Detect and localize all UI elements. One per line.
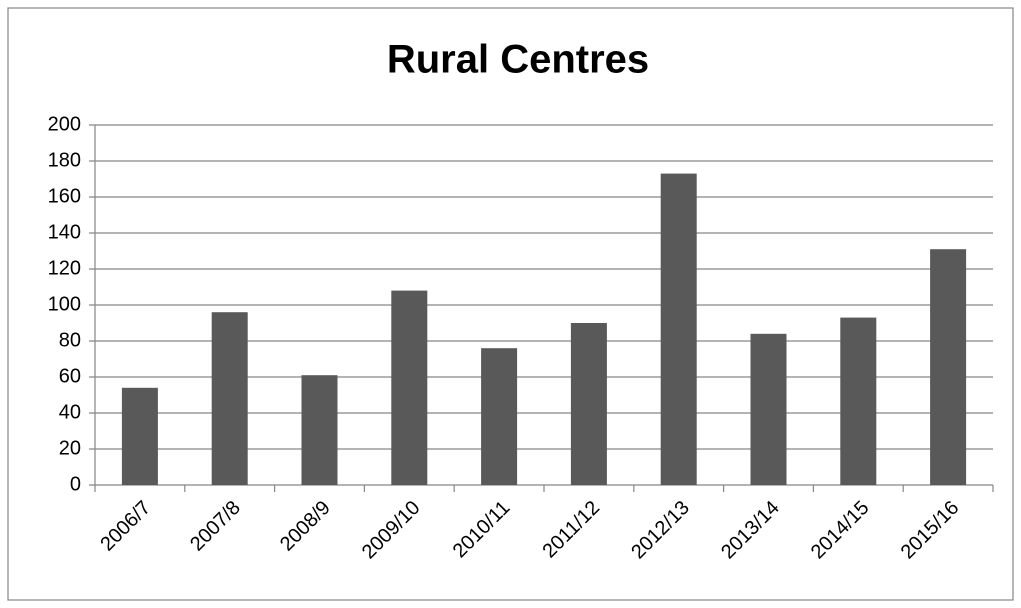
bar <box>121 387 158 485</box>
bar <box>750 333 787 485</box>
chart-border <box>7 7 1014 601</box>
y-tick-label: 0 <box>70 473 81 495</box>
y-tick-label: 60 <box>59 365 81 387</box>
y-tick-label: 140 <box>48 221 81 243</box>
y-tick-label: 200 <box>48 113 81 135</box>
y-tick-label: 80 <box>59 329 81 351</box>
y-tick-label: 40 <box>59 401 81 423</box>
bar <box>301 375 338 485</box>
bar <box>930 249 967 485</box>
y-tick-label: 100 <box>48 293 81 315</box>
bar <box>481 348 518 485</box>
bar <box>840 317 877 485</box>
bar <box>391 290 428 485</box>
y-tick-label: 160 <box>48 185 81 207</box>
y-tick-label: 20 <box>59 437 81 459</box>
y-tick-label: 120 <box>48 257 81 279</box>
bar <box>570 323 607 485</box>
chart-title: Rural Centres <box>387 38 649 82</box>
y-tick-label: 180 <box>48 149 81 171</box>
bar <box>660 173 697 485</box>
bar <box>211 312 248 485</box>
